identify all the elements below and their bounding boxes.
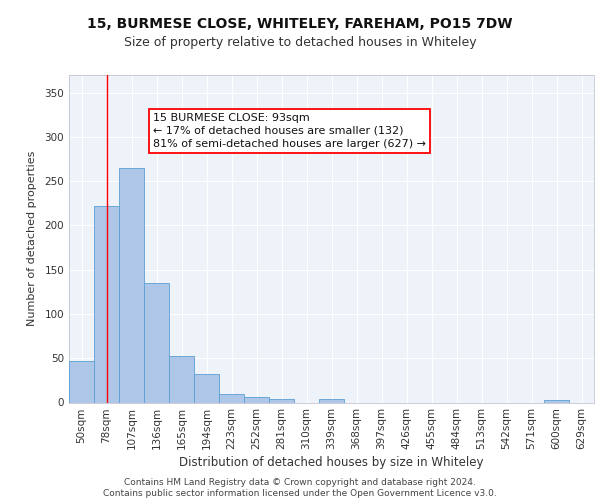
Bar: [219, 394, 244, 402]
Bar: [319, 399, 344, 402]
Bar: [244, 397, 269, 402]
X-axis label: Distribution of detached houses by size in Whiteley: Distribution of detached houses by size …: [179, 456, 484, 469]
Bar: [94, 206, 119, 402]
Bar: [269, 399, 294, 402]
Text: Size of property relative to detached houses in Whiteley: Size of property relative to detached ho…: [124, 36, 476, 49]
Bar: [69, 361, 94, 403]
Y-axis label: Number of detached properties: Number of detached properties: [28, 151, 37, 326]
Text: 15 BURMESE CLOSE: 93sqm
← 17% of detached houses are smaller (132)
81% of semi-d: 15 BURMESE CLOSE: 93sqm ← 17% of detache…: [153, 112, 426, 149]
Bar: [544, 400, 569, 402]
Text: 15, BURMESE CLOSE, WHITELEY, FAREHAM, PO15 7DW: 15, BURMESE CLOSE, WHITELEY, FAREHAM, PO…: [87, 18, 513, 32]
Text: Contains HM Land Registry data © Crown copyright and database right 2024.
Contai: Contains HM Land Registry data © Crown c…: [103, 478, 497, 498]
Bar: [144, 283, 169, 403]
Bar: [169, 356, 194, 403]
Bar: [119, 168, 144, 402]
Bar: [194, 374, 219, 402]
